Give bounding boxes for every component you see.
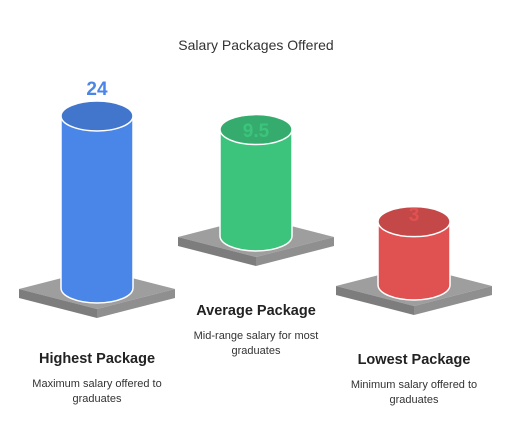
bar-lowest (377, 220, 451, 301)
platform-right-highest (97, 289, 175, 318)
platform-right-average (256, 237, 334, 266)
value-label-highest: 24 (86, 79, 108, 100)
bar-average (219, 128, 293, 252)
category-label-average: Average Package (196, 303, 316, 319)
bar-top-highest (60, 100, 134, 132)
chart-title: Salary Packages Offered (178, 37, 334, 53)
description-lowest: Minimum salary offered to graduates (350, 379, 478, 406)
description-highest: Maximum salary offered to graduates (32, 378, 162, 405)
platform-left-lowest (336, 286, 414, 315)
description-average: Mid-range salary for most graduates (193, 330, 319, 357)
category-label-highest: Highest Package (38, 351, 156, 367)
platform-left-highest (19, 289, 97, 318)
platform-right-lowest (414, 286, 492, 315)
bar-top-average (219, 113, 293, 146)
bar-top-lowest (377, 205, 451, 238)
platform-left-average (178, 237, 256, 266)
category-label-lowest: Lowest Package (357, 352, 471, 368)
value-label-average: 9.5 (242, 121, 270, 142)
value-label-lowest: 3 (408, 205, 420, 226)
bar-highest (60, 115, 134, 304)
